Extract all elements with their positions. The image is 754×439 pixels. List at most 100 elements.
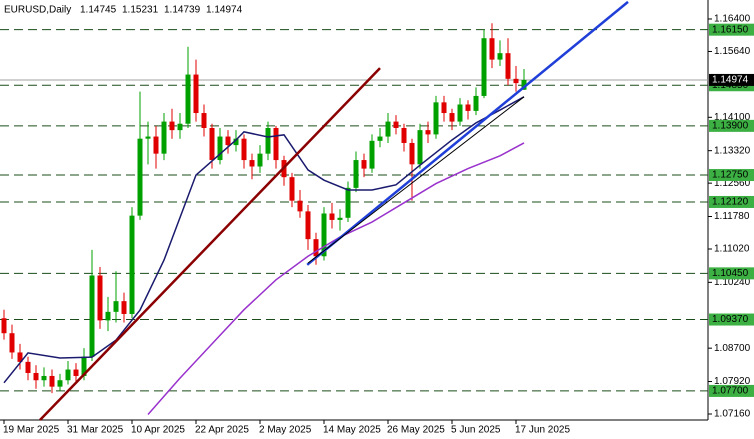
header-ohlc: 1.15231 xyxy=(122,5,159,16)
y-tick-label: 1.15640 xyxy=(714,46,751,57)
y-tick-label: 1.10240 xyxy=(714,277,751,288)
candle-body xyxy=(305,211,311,240)
candle-body xyxy=(345,187,351,218)
candle-body xyxy=(337,217,343,220)
level-label: 1.12750 xyxy=(712,170,749,181)
candle-body xyxy=(401,128,407,143)
header-ohlc: 1.14974 xyxy=(206,5,243,16)
level-label-bg xyxy=(709,119,754,132)
candle-body xyxy=(497,53,503,60)
candle-body xyxy=(409,142,415,165)
candle-body xyxy=(297,200,303,212)
moving-average xyxy=(3,96,525,384)
candle-body xyxy=(73,369,79,376)
candle-body xyxy=(417,130,423,165)
level-label: 1.16150 xyxy=(712,24,749,35)
level-label: 1.09370 xyxy=(712,314,749,325)
level-label-bg xyxy=(709,195,754,208)
candle-body xyxy=(217,136,223,161)
candle-body xyxy=(505,53,511,79)
level-label-bg xyxy=(709,313,754,326)
candle-body xyxy=(353,160,359,188)
candle-body xyxy=(449,113,455,122)
level-label-bg xyxy=(709,267,754,280)
candle-body xyxy=(17,352,23,362)
level-label-bg xyxy=(709,23,754,36)
candle-body xyxy=(433,102,439,135)
y-tick-label: 1.13320 xyxy=(714,145,751,156)
current-price-bg xyxy=(709,73,754,86)
x-tick-label: 26 May 2025 xyxy=(387,425,445,436)
candle-body xyxy=(329,213,335,220)
candle-body xyxy=(113,301,119,312)
candle-body xyxy=(489,38,495,60)
y-tick-label: 1.11020 xyxy=(714,244,750,255)
symbol: EURUSD,Daily xyxy=(4,5,71,16)
candle-body xyxy=(481,38,487,96)
header-ohlc: 1.14739 xyxy=(164,5,201,16)
candle-body xyxy=(385,121,391,137)
candle-body xyxy=(209,128,215,161)
current-price-label: 1.14974 xyxy=(712,75,749,86)
x-tick-label: 17 Jun 2025 xyxy=(515,425,570,436)
candle-body xyxy=(201,113,207,129)
candle-body xyxy=(193,74,199,114)
candle-body xyxy=(25,361,31,373)
candle-body xyxy=(89,275,95,357)
trend-line xyxy=(39,67,381,421)
candle-body xyxy=(97,275,103,321)
trend-line xyxy=(307,96,525,264)
trend-line xyxy=(306,0,629,266)
candle-body xyxy=(249,160,255,167)
candle-body xyxy=(161,121,167,154)
candle-body xyxy=(105,311,111,321)
candle-body xyxy=(41,375,47,381)
candle-body xyxy=(361,160,367,169)
candle-body xyxy=(393,121,399,129)
candle-body xyxy=(425,130,431,135)
candle-body xyxy=(145,136,151,139)
candle-body xyxy=(313,239,319,257)
candle-body xyxy=(321,213,327,257)
candle-body xyxy=(465,104,471,111)
x-tick-label: 31 Mar 2025 xyxy=(67,425,124,436)
candle-body xyxy=(473,95,479,111)
y-tick-label: 1.14100 xyxy=(714,112,751,123)
candle-body xyxy=(1,318,7,334)
candle-body xyxy=(377,136,383,141)
x-tick-label: 10 Apr 2025 xyxy=(131,425,185,436)
candle-body xyxy=(121,301,127,314)
x-tick-label: 5 Jun 2025 xyxy=(451,425,501,436)
candle-body xyxy=(137,138,143,216)
y-tick-label: 1.11780 xyxy=(714,211,750,222)
candle-body xyxy=(65,369,71,381)
candle-body xyxy=(49,375,55,387)
candle-body xyxy=(153,136,159,154)
candle-body xyxy=(521,79,527,90)
level-label: 1.10450 xyxy=(712,268,749,279)
x-tick-label: 14 May 2025 xyxy=(323,425,381,436)
candle-body xyxy=(33,372,39,381)
candle-body xyxy=(513,78,519,84)
candle-body xyxy=(241,138,247,161)
y-tick-label: 1.12560 xyxy=(714,178,751,189)
candle-body xyxy=(265,128,271,154)
candle-body xyxy=(169,121,175,131)
candle-body xyxy=(177,123,183,131)
x-tick-label: 22 Apr 2025 xyxy=(195,425,249,436)
x-tick-label: 19 Mar 2025 xyxy=(3,425,60,436)
candle-body xyxy=(57,380,63,387)
y-tick-label: 1.07920 xyxy=(714,376,751,387)
x-tick-label: 2 May 2025 xyxy=(259,425,312,436)
header-ohlc: 1.14745 xyxy=(80,5,117,16)
candle-body xyxy=(129,215,135,314)
level-label-bg xyxy=(709,169,754,182)
candle-body xyxy=(233,138,239,146)
level-label: 1.12120 xyxy=(712,197,749,208)
candle-body xyxy=(225,136,231,146)
level-label-bg xyxy=(709,384,754,397)
candle-body xyxy=(369,140,375,169)
candle-body xyxy=(9,333,15,353)
candle-body xyxy=(185,74,191,124)
